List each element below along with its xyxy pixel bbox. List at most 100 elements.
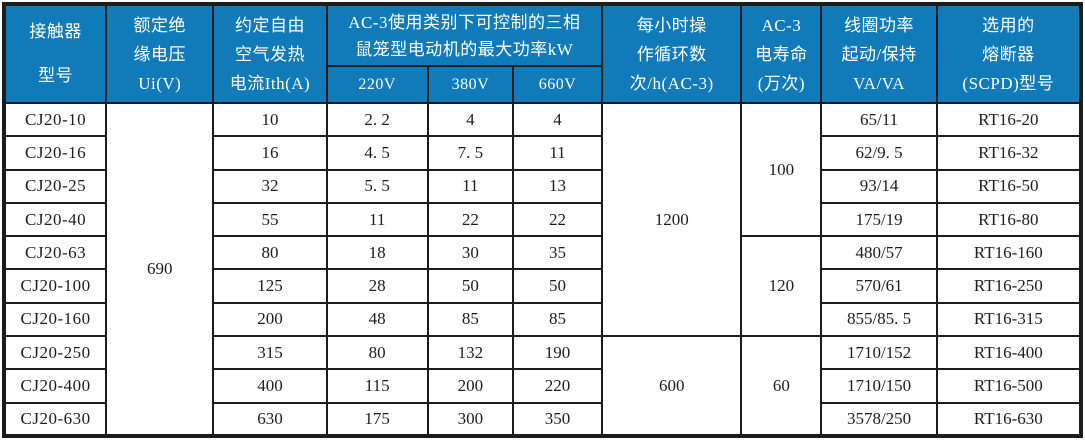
cell-ith: 10 [212,101,328,138]
cell-ith: 32 [212,168,328,204]
header-model: 接触器 型号 [2,3,108,104]
cell-p380: 300 [426,401,514,438]
cell-fuse: RT16-20 [935,101,1083,138]
cell-fuse: RT16-315 [935,301,1083,338]
header-ui: 额定绝 缘电压 Ui(V) [105,3,215,104]
cell-ith: 400 [212,368,328,404]
cell-ith: 200 [212,301,328,338]
cell-coil: 1710/152 [820,335,938,371]
cell-coil: 65/11 [820,101,938,138]
cell-p220: 115 [325,368,429,404]
cell-p660: 220 [511,368,604,404]
cell-p660: 22 [511,201,604,238]
table-row: CJ20-40 55 11 22 22 175/19 RT16-80 [2,201,1083,238]
cell-p220: 48 [325,301,429,338]
cell-ith: 125 [212,268,328,304]
cell-ith: 16 [212,135,328,171]
header-ith: 约定自由 空气发热 电流Ith(A) [212,3,328,104]
cell-coil: 93/14 [820,168,938,204]
cell-p380: 85 [426,301,514,338]
cell-model: CJ20-400 [2,368,108,404]
cell-cycles-merged: 1200 [601,101,743,338]
cell-p380: 4 [426,101,514,138]
header-380v: 380V [426,65,514,104]
cell-p380: 200 [426,368,514,404]
table-row: CJ20-25 32 5. 5 11 13 93/14 RT16-50 [2,168,1083,204]
cell-fuse: RT16-500 [935,368,1083,404]
cell-coil: 480/57 [820,235,938,271]
cell-coil: 175/19 [820,201,938,238]
cell-coil: 62/9. 5 [820,135,938,171]
cell-p660: 35 [511,235,604,271]
header-660v: 660V [511,65,604,104]
cell-model: CJ20-250 [2,335,108,371]
cell-model: CJ20-40 [2,201,108,238]
cell-fuse: RT16-160 [935,235,1083,271]
cell-model: CJ20-16 [2,135,108,171]
cell-p220: 2. 2 [325,101,429,138]
cell-p220: 11 [325,201,429,238]
cell-ith: 315 [212,335,328,371]
cell-coil: 855/85. 5 [820,301,938,338]
header-fuse: 选用的 熔断器 (SCPD)型号 [935,3,1083,104]
cell-fuse: RT16-250 [935,268,1083,304]
cell-p220: 28 [325,268,429,304]
cell-ith: 630 [212,401,328,438]
cell-p220: 5. 5 [325,168,429,204]
cell-p660: 190 [511,335,604,371]
cell-fuse: RT16-630 [935,401,1083,438]
cell-p220: 18 [325,235,429,271]
cell-coil: 1710/150 [820,368,938,404]
cell-ith: 55 [212,201,328,238]
cell-p660: 11 [511,135,604,171]
table-row: CJ20-63 80 18 30 35 120 480/57 RT16-160 [2,235,1083,338]
cell-model: CJ20-25 [2,168,108,204]
cell-fuse: RT16-50 [935,168,1083,204]
cell-life-merged: 100 [740,101,823,238]
header-power-group: AC-3使用类别下可控制的三相 鼠笼型电动机的最大功率kW [325,3,604,67]
header-row-voltages: 220V 380V 660V [4,65,1081,104]
table-row: CJ20-400 400 115 200 220 1710/150 RT16-5… [2,368,1083,404]
table-row: CJ20-100 125 28 50 50 570/61 RT16-250 [2,268,1083,304]
table-row: CJ20-160 200 48 85 85 855/85. 5 RT16-315 [2,301,1083,338]
cell-p660: 85 [511,301,604,338]
cell-p380: 132 [426,335,514,371]
cell-model: CJ20-630 [2,401,108,438]
cell-coil: 570/61 [820,268,938,304]
header-coil: 线圈功率 起动/保持 VA/VA [820,3,938,104]
cell-model: CJ20-10 [2,101,108,138]
header-220v: 220V [325,65,429,104]
cell-p220: 175 [325,401,429,438]
cell-life-merged: 120 [740,235,823,338]
cell-model: CJ20-160 [2,301,108,338]
header-life: AC-3 电寿命 (万次) [740,3,823,104]
cell-life-merged: 60 [740,335,823,437]
cell-p380: 11 [426,168,514,204]
cell-p220: 80 [325,335,429,371]
cell-p380: 30 [426,235,514,271]
cell-cycles-merged: 600 [601,335,743,437]
cell-ui-merged: 690 [105,102,215,437]
table-row: CJ20-630 630 175 300 350 3578/250 RT16-6… [2,401,1083,438]
cell-fuse: RT16-32 [935,135,1083,171]
cell-p660: 50 [511,268,604,304]
cell-p660: 13 [511,168,604,204]
cell-model: CJ20-100 [2,268,108,304]
table-row: CJ20-250 315 80 132 190 600 60 1710/152 … [2,335,1083,437]
cell-p380: 7. 5 [426,135,514,171]
cell-fuse: RT16-400 [935,335,1083,371]
table-row: CJ20-16 16 4. 5 7. 5 11 62/9. 5 RT16-32 [2,135,1083,171]
table-row: CJ20-10 690 10 2. 2 4 4 1200 100 65/11 R… [2,101,1083,437]
cell-p220: 4. 5 [325,135,429,171]
cell-ith: 80 [212,235,328,271]
cell-p380: 22 [426,201,514,238]
cell-coil: 3578/250 [820,401,938,438]
cell-model: CJ20-63 [2,235,108,271]
cell-p660: 4 [511,101,604,138]
cell-p660: 350 [511,401,604,438]
cell-p380: 50 [426,268,514,304]
header-cycles: 每小时操 作循环数 次/h(AC-3) [601,3,743,104]
header-row-top: 接触器 型号 额定绝 缘电压 Ui(V) 约定自由 空气发热 电流Ith(A) … [2,3,1083,104]
